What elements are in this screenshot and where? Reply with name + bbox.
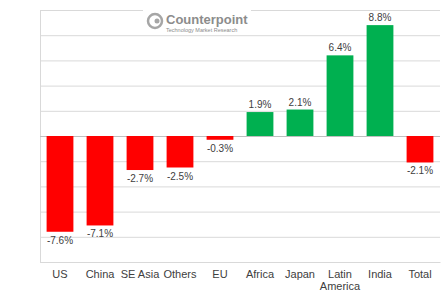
x-tick: Others <box>163 262 197 280</box>
x-axis: US China SE AsiaOthers EU Africa Japan LatinAm… <box>41 262 441 292</box>
bar <box>87 136 114 225</box>
data-label: -7.1% <box>87 228 113 239</box>
bar <box>367 25 394 136</box>
bar <box>247 112 274 136</box>
bars <box>47 25 434 232</box>
x-tick: EU <box>212 262 227 280</box>
logo-icon <box>148 14 162 28</box>
x-tick-label: Japan <box>285 268 315 280</box>
bar <box>167 136 194 168</box>
x-tick: Total <box>408 262 431 280</box>
x-tick-label: LatinAmerica <box>320 268 361 293</box>
data-label: 2.1% <box>289 97 312 108</box>
bar <box>287 110 314 136</box>
chart: CounterpointTechnology Market Research-7… <box>0 0 445 307</box>
x-tick-label: US <box>52 268 67 280</box>
logo-icon-dot <box>155 19 160 24</box>
y-tick <box>40 262 440 263</box>
x-tick: China <box>86 262 116 280</box>
x-tick-label: SE Asia <box>121 268 160 280</box>
data-label: 6.4% <box>329 42 352 53</box>
data-label: -2.7% <box>127 173 153 184</box>
y-axis-line <box>41 11 441 263</box>
bar <box>407 136 434 162</box>
x-tick: LatinAmerica <box>320 262 361 292</box>
x-tick: Africa <box>246 262 275 280</box>
x-tick-label: Africa <box>246 268 275 280</box>
bar <box>47 136 74 232</box>
x-tick: SE Asia <box>121 262 160 280</box>
background <box>0 0 445 307</box>
bar <box>327 55 354 136</box>
grid-line <box>40 262 440 263</box>
x-tick: Japan <box>285 262 315 280</box>
bar <box>127 136 154 170</box>
data-label: 1.9% <box>249 99 272 110</box>
logo: CounterpointTechnology Market Research <box>143 9 251 35</box>
data-label: 8.8% <box>369 12 392 23</box>
y-axis <box>40 11 440 263</box>
data-labels: -7.6% -7.1% -2.7% -2.5% -0.3% 1.9% 2.1% 6.4% 8.8… <box>47 12 433 246</box>
x-tick-label-line: America <box>320 280 361 292</box>
data-label: -0.3% <box>207 143 233 154</box>
logo-background <box>143 9 251 35</box>
data-label: -2.1% <box>407 165 433 176</box>
bar <box>207 136 234 140</box>
x-tick-label: India <box>368 268 393 280</box>
data-label: -2.5% <box>167 171 193 182</box>
x-tick-label: China <box>86 268 116 280</box>
logo-title: Counterpoint <box>166 12 248 27</box>
x-tick-label: Total <box>408 268 431 280</box>
x-tick: India <box>368 262 393 280</box>
data-label: -7.6% <box>47 235 73 246</box>
x-tick-label: Others <box>163 268 197 280</box>
x-tick-label: EU <box>212 268 227 280</box>
x-tick-label-line: Latin <box>328 268 352 280</box>
x-tick: US <box>52 262 67 280</box>
logo-subtitle: Technology Market Research <box>166 27 237 33</box>
x-axis-line <box>41 262 441 263</box>
